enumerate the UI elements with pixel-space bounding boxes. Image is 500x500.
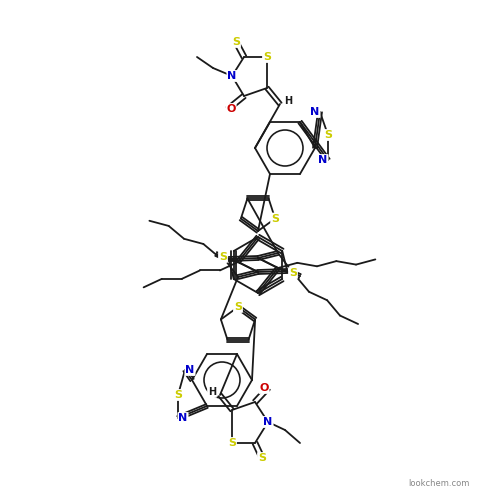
Text: O: O (260, 383, 268, 393)
Text: S: S (271, 214, 279, 224)
Text: N: N (178, 413, 188, 423)
Text: S: S (219, 252, 227, 262)
Text: N: N (318, 155, 328, 165)
Text: S: S (258, 453, 266, 463)
Text: O: O (226, 104, 235, 114)
Text: S: S (234, 302, 242, 312)
Text: H: H (284, 96, 292, 106)
Text: N: N (310, 107, 320, 117)
Text: N: N (264, 417, 272, 427)
Text: S: S (174, 390, 182, 400)
Text: H: H (208, 387, 216, 397)
Text: lookchem.com: lookchem.com (408, 479, 470, 488)
Text: S: S (228, 438, 236, 448)
Text: S: S (324, 130, 332, 140)
Text: N: N (228, 71, 236, 81)
Text: S: S (232, 37, 240, 47)
Text: S: S (289, 268, 297, 278)
Text: N: N (186, 365, 194, 375)
Text: S: S (263, 52, 271, 62)
